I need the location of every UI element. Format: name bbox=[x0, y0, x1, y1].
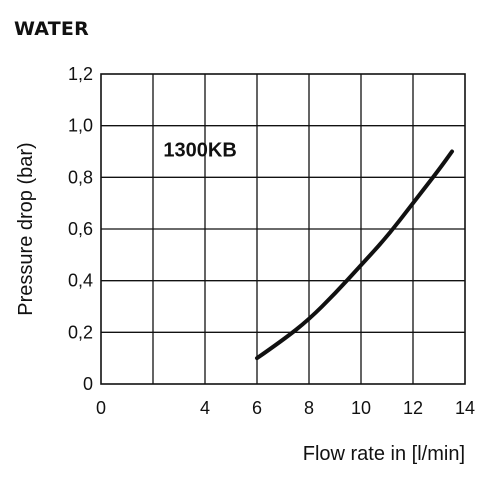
y-tick-label: 0,4 bbox=[68, 271, 93, 291]
y-tick-label: 1,0 bbox=[68, 116, 93, 136]
x-tick-label: 12 bbox=[403, 398, 423, 418]
x-tick-label: 8 bbox=[304, 398, 314, 418]
x-tick-label: 4 bbox=[200, 398, 210, 418]
curve-annotation: 1300KB bbox=[163, 140, 236, 162]
y-tick-label: 0,6 bbox=[68, 219, 93, 239]
x-tick-label: 0 bbox=[96, 398, 106, 418]
plot-frame bbox=[100, 73, 466, 385]
y-tick-label: 0,2 bbox=[68, 322, 93, 342]
chart-title: WATER bbox=[14, 18, 89, 40]
y-axis-label: Pressure drop (bar) bbox=[15, 142, 37, 315]
grid bbox=[101, 74, 465, 384]
y-tick-label: 1,2 bbox=[68, 64, 93, 84]
series-line bbox=[255, 149, 454, 361]
x-tick-label: 10 bbox=[351, 398, 371, 418]
x-tick-label: 14 bbox=[455, 398, 475, 418]
y-tick-label: 0 bbox=[83, 374, 93, 394]
x-axis-ticks: 0 4 6 8 10 12 14 bbox=[96, 398, 475, 418]
x-axis-label: Flow rate in [l/min] bbox=[303, 443, 465, 465]
x-tick-label: 6 bbox=[252, 398, 262, 418]
y-axis-ticks: 0 0,2 0,4 0,6 0,8 1,0 1,2 bbox=[68, 64, 93, 394]
y-tick-label: 0,8 bbox=[68, 167, 93, 187]
